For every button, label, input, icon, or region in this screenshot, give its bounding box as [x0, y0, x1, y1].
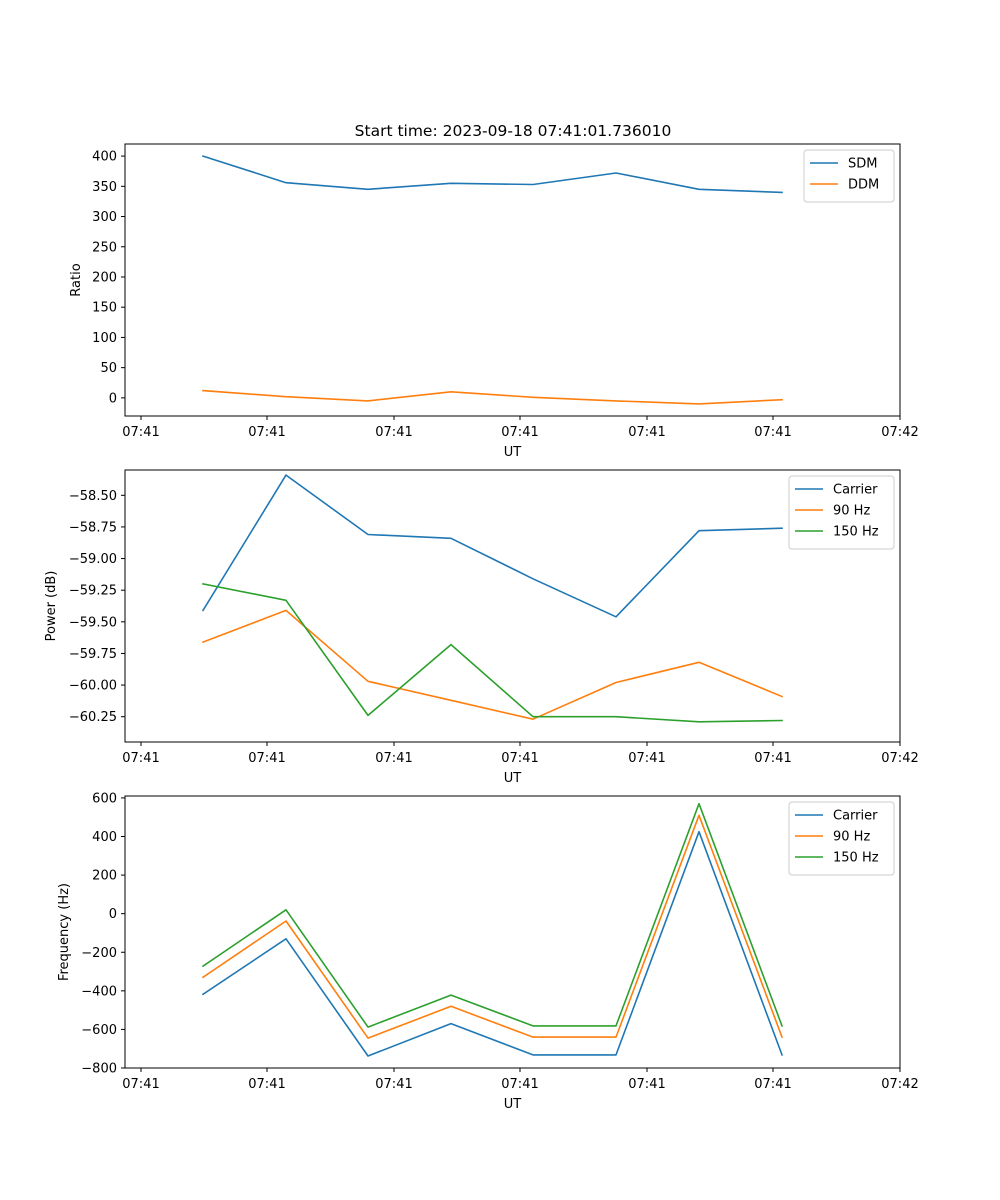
y-tick-label: 100 — [92, 331, 117, 346]
legend-label: Carrier — [833, 809, 878, 824]
y-tick-label: −59.50 — [69, 615, 117, 630]
y-axis-label: Power (dB) — [44, 571, 59, 642]
x-axis-label: UT — [504, 1097, 522, 1112]
legend-label: DDM — [848, 178, 879, 193]
plot-frame — [124, 143, 901, 417]
x-tick-label: 07:41 — [501, 751, 538, 766]
plot-frame — [124, 469, 901, 743]
legend: Carrier 90 Hz 150 Hz — [788, 475, 895, 550]
figure-title: Start time: 2023-09-18 07:41:01.736010 — [355, 122, 672, 140]
y-tick-label: 300 — [92, 210, 117, 225]
y-tick-label: −600 — [81, 1023, 117, 1038]
x-tick-label: 07:41 — [628, 425, 665, 440]
y-tick-label: 150 — [92, 301, 117, 316]
x-tick-label: 07:41 — [754, 1077, 791, 1092]
y-tick-label: 200 — [92, 270, 117, 285]
y-tick-label: −400 — [81, 984, 117, 999]
x-axis-label: UT — [504, 771, 522, 786]
plot-frame — [124, 795, 901, 1069]
x-tick-label: 07:41 — [248, 425, 285, 440]
series-line-150-hz — [201, 802, 784, 1028]
y-tick-label: −60.25 — [69, 710, 117, 725]
y-tick-label: 400 — [92, 830, 117, 845]
series-line-150-hz — [202, 582, 783, 723]
series-line-ddm — [202, 389, 783, 405]
x-tick-label: 07:41 — [754, 425, 791, 440]
y-tick-label: 0 — [109, 907, 117, 922]
panel-1: 07:41 07:41 07:41 07:41 07:41 07:41 07:42 0 50 10… — [69, 143, 919, 460]
series-line-90-hz — [201, 609, 784, 721]
legend: SDM DDM — [803, 149, 895, 203]
x-tick-label: 07:41 — [122, 751, 159, 766]
y-tick-label: −59.75 — [69, 647, 117, 662]
x-tick-label: 07:41 — [501, 1077, 538, 1092]
y-tick-label: −58.75 — [69, 520, 117, 535]
series-line-carrier — [201, 474, 783, 618]
x-tick-label: 07:41 — [248, 1077, 285, 1092]
x-tick-label: 07:42 — [881, 1077, 918, 1092]
x-tick-label: 07:41 — [375, 751, 412, 766]
y-axis-label: Frequency (Hz) — [57, 883, 72, 981]
legend-label: 90 Hz — [833, 504, 870, 519]
legend-label: Carrier — [833, 483, 878, 498]
series-line-90-hz — [201, 814, 784, 1039]
x-axis-label: UT — [504, 445, 522, 460]
x-tick-label: 07:41 — [375, 1077, 412, 1092]
x-tick-label: 07:42 — [881, 425, 918, 440]
x-tick-label: 07:41 — [248, 751, 285, 766]
x-tick-label: 07:41 — [375, 425, 412, 440]
y-tick-label: 400 — [92, 150, 117, 165]
panel-3: 07:41 07:41 07:41 07:41 07:41 07:41 07:42 −800 −… — [57, 791, 919, 1112]
legend-label: 150 Hz — [833, 851, 879, 866]
x-tick-label: 07:41 — [501, 425, 538, 440]
panel-2: 07:41 07:41 07:41 07:41 07:41 07:41 07:42 −60.2… — [44, 469, 919, 786]
y-tick-label: −58.50 — [69, 489, 117, 504]
y-tick-label: 600 — [92, 791, 117, 806]
legend-label: 150 Hz — [833, 525, 879, 540]
legend-label: SDM — [848, 157, 877, 172]
series-line-carrier — [201, 830, 784, 1057]
x-tick-label: 07:41 — [122, 1077, 159, 1092]
legend-label: 90 Hz — [833, 830, 870, 845]
y-tick-label: −59.00 — [69, 552, 117, 567]
x-tick-label: 07:41 — [628, 751, 665, 766]
x-tick-label: 07:42 — [881, 751, 918, 766]
y-tick-label: −800 — [81, 1062, 117, 1077]
x-tick-label: 07:41 — [628, 1077, 665, 1092]
y-tick-label: 250 — [92, 240, 117, 255]
y-tick-label: 50 — [100, 361, 117, 376]
series-line-sdm — [201, 155, 783, 194]
y-tick-label: 0 — [109, 391, 117, 406]
y-tick-label: 200 — [92, 869, 117, 884]
x-tick-label: 07:41 — [754, 751, 791, 766]
legend: Carrier 90 Hz 150 Hz — [788, 801, 895, 876]
x-tick-label: 07:41 — [122, 425, 159, 440]
y-axis-label: Ratio — [69, 263, 84, 296]
y-tick-label: −200 — [81, 946, 117, 961]
y-tick-label: −60.00 — [69, 679, 117, 694]
y-tick-label: −59.25 — [69, 584, 117, 599]
y-tick-label: 350 — [92, 180, 117, 195]
